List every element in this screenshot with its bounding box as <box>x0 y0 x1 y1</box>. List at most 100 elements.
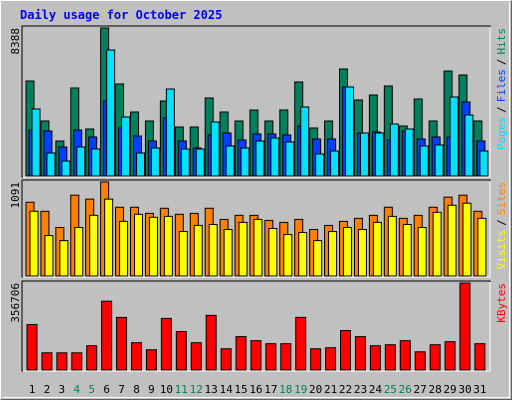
x-tick-label: 10 <box>160 383 173 396</box>
bar <box>121 116 131 177</box>
bar <box>31 108 41 177</box>
x-tick-label: 24 <box>369 383 383 396</box>
x-tick-label: 30 <box>458 383 471 396</box>
bar <box>268 228 278 277</box>
y-tick-label: 356706 <box>9 283 22 323</box>
legend-entry: Visits <box>495 230 508 270</box>
bar <box>250 340 262 371</box>
bar <box>474 343 486 371</box>
bar <box>345 86 355 177</box>
bar <box>160 317 172 371</box>
x-tick-label: 25 <box>384 383 397 396</box>
legend-entry: Hits <box>495 28 508 55</box>
bar <box>240 147 250 177</box>
bar <box>205 314 217 371</box>
bar <box>477 217 487 277</box>
x-tick-label: 9 <box>148 383 155 396</box>
bar <box>429 344 441 371</box>
bar <box>223 228 233 277</box>
x-tick-label: 23 <box>354 383 367 396</box>
bar <box>300 106 310 177</box>
legend: Pages / Files / Hits <box>495 28 508 150</box>
bar <box>225 145 235 177</box>
bar <box>283 234 293 277</box>
bar <box>89 214 99 277</box>
x-tick-label: 7 <box>118 383 125 396</box>
bar <box>163 215 173 277</box>
bar <box>91 148 101 177</box>
x-tick-label: 3 <box>59 383 66 396</box>
x-tick-label: 20 <box>309 383 322 396</box>
x-tick-label: 11 <box>175 383 188 396</box>
bar <box>29 210 39 277</box>
bar <box>175 331 187 371</box>
x-tick-label: 5 <box>88 383 95 396</box>
x-tick-label: 29 <box>443 383 456 396</box>
x-tick-label: 12 <box>190 383 203 396</box>
x-tick-label: 27 <box>414 383 427 396</box>
x-tick-label: 15 <box>234 383 247 396</box>
bar <box>280 343 292 371</box>
y-tick-label: 1091 <box>9 182 22 209</box>
bar <box>432 211 442 277</box>
bar <box>315 153 325 177</box>
bar <box>449 96 459 177</box>
bar <box>417 226 427 277</box>
bar <box>464 114 474 177</box>
bar <box>44 235 54 277</box>
legend-separator: / <box>495 59 508 66</box>
bar <box>136 152 146 177</box>
bar <box>61 160 71 177</box>
bar <box>210 121 220 177</box>
bar <box>119 220 129 277</box>
bar <box>357 228 367 277</box>
bar <box>340 330 352 371</box>
bar <box>145 349 157 371</box>
bar <box>444 341 456 371</box>
x-tick-label: 13 <box>205 383 218 396</box>
bar <box>434 144 444 177</box>
bar <box>59 240 69 277</box>
bar <box>402 223 412 277</box>
bar <box>26 323 38 371</box>
legend-entry: Pages <box>495 117 508 150</box>
bar <box>384 344 396 371</box>
bar <box>193 224 203 277</box>
bar <box>46 152 56 177</box>
bar <box>86 345 98 371</box>
bar <box>208 223 218 277</box>
bar <box>41 352 53 371</box>
bar <box>387 215 397 277</box>
x-tick-label: 1 <box>29 383 36 396</box>
plot-highlight <box>23 27 491 178</box>
plot-highlight <box>23 181 491 278</box>
bar <box>414 351 426 371</box>
x-tick-label: 17 <box>264 383 277 396</box>
bar <box>148 216 158 277</box>
x-tick-label: 19 <box>294 383 307 396</box>
bar <box>419 145 429 177</box>
bar <box>354 336 366 371</box>
x-tick-label: 4 <box>73 383 80 396</box>
bar <box>238 221 248 277</box>
x-tick-label: 16 <box>249 383 262 396</box>
bar <box>374 132 384 177</box>
bar <box>265 343 277 371</box>
x-tick-label: 18 <box>279 383 292 396</box>
bar <box>404 128 414 177</box>
bar <box>330 150 340 177</box>
bar <box>447 204 457 277</box>
bar <box>255 140 265 177</box>
bar <box>389 123 399 177</box>
bar <box>150 147 160 177</box>
legend-entry: Sites <box>495 182 508 215</box>
bar <box>459 282 471 371</box>
legend-separator: / <box>495 219 508 226</box>
x-tick-label: 14 <box>219 383 233 396</box>
x-tick-label: 31 <box>473 383 486 396</box>
bar <box>178 231 188 277</box>
bar <box>74 226 84 277</box>
bar <box>285 141 295 177</box>
bar <box>190 342 202 371</box>
